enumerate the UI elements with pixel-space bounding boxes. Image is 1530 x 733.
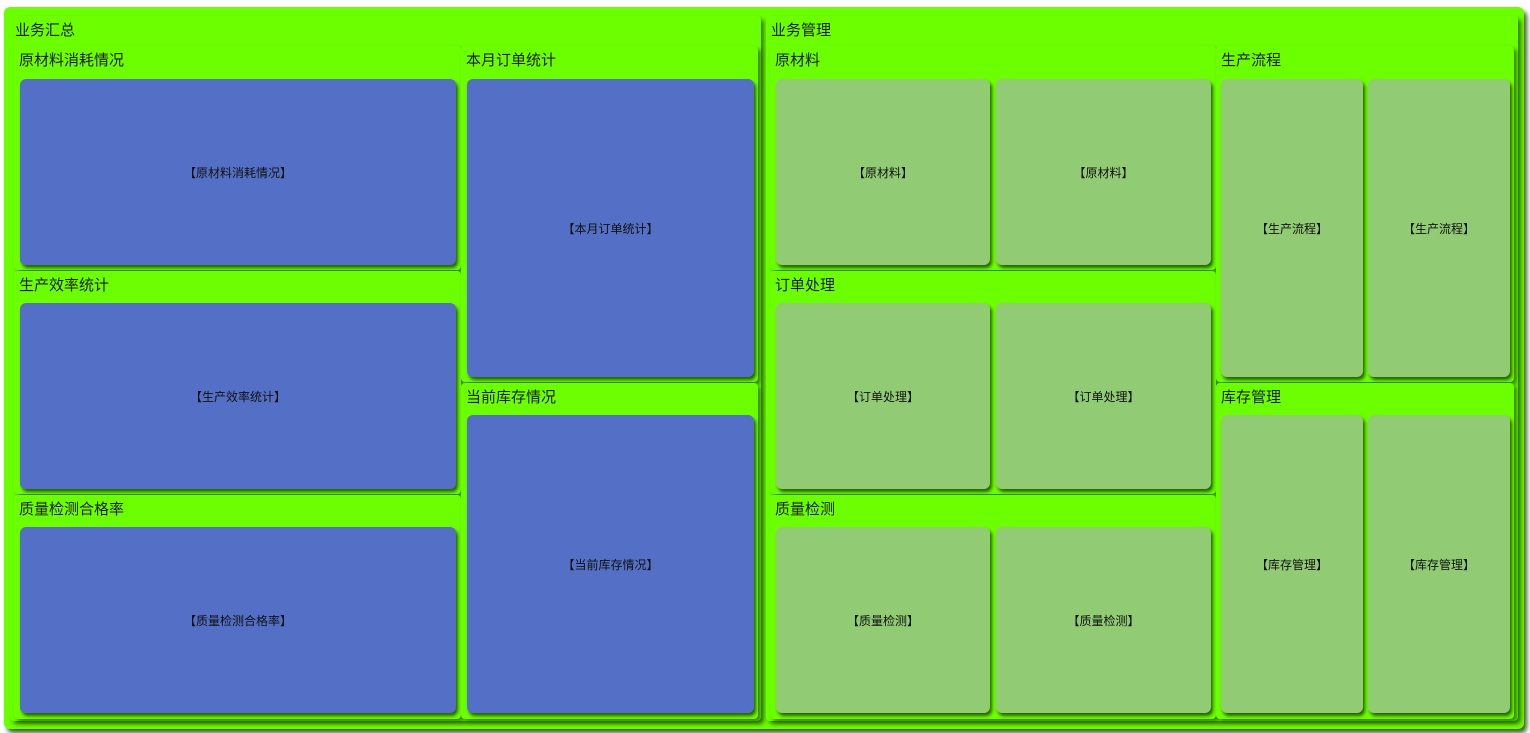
leaf-raw-material-1[interactable]: 【原材料】 <box>776 79 990 265</box>
leaf-production-flow-2[interactable]: 【生产流程】 <box>1368 79 1510 377</box>
leaf-material-consumption[interactable]: 【原材料消耗情况】 <box>20 79 456 265</box>
node-title: 订单处理 <box>775 276 836 294</box>
node-title: 当前库存情况 <box>466 388 557 406</box>
node-title: 原材料消耗情况 <box>19 51 125 69</box>
node-title: 生产流程 <box>1221 51 1282 69</box>
leaf-quality-inspection-2[interactable]: 【质量检测】 <box>996 527 1211 713</box>
node-title: 生产效率统计 <box>19 276 110 294</box>
node-title: 质量检测合格率 <box>19 500 125 518</box>
node-title: 原材料 <box>775 51 821 69</box>
leaf-raw-material-2[interactable]: 【原材料】 <box>996 79 1211 265</box>
leaf-order-processing-1[interactable]: 【订单处理】 <box>776 303 990 489</box>
leaf-production-efficiency[interactable]: 【生产效率统计】 <box>20 303 456 489</box>
section-title: 业务汇总 <box>15 21 76 39</box>
node-title: 本月订单统计 <box>466 51 557 69</box>
leaf-inventory-management-1[interactable]: 【库存管理】 <box>1221 415 1363 713</box>
leaf-current-inventory[interactable]: 【当前库存情况】 <box>467 415 754 713</box>
leaf-quality-inspection-1[interactable]: 【质量检测】 <box>776 527 990 713</box>
section-title: 业务管理 <box>771 21 832 39</box>
leaf-production-flow-1[interactable]: 【生产流程】 <box>1221 79 1363 377</box>
node-title: 库存管理 <box>1221 388 1282 406</box>
leaf-monthly-orders[interactable]: 【本月订单统计】 <box>467 79 754 377</box>
leaf-order-processing-2[interactable]: 【订单处理】 <box>996 303 1211 489</box>
leaf-quality-pass-rate[interactable]: 【质量检测合格率】 <box>20 527 456 713</box>
node-title: 质量检测 <box>775 500 836 518</box>
leaf-inventory-management-2[interactable]: 【库存管理】 <box>1368 415 1510 713</box>
